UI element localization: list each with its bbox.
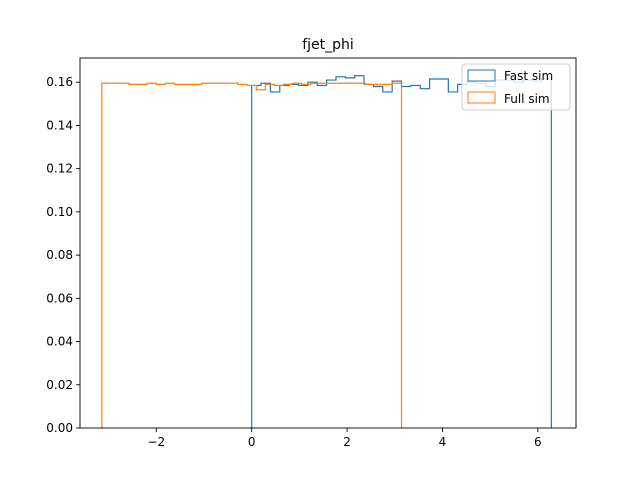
axes-layer: −2 0 2 4 6 0.00 0.02 0.04 0.06 0.08 0.10 0.12 0.14 0.… bbox=[46, 57, 577, 449]
legend-label-full-sim: Full sim bbox=[504, 92, 550, 106]
series-line-full-sim bbox=[101, 82, 403, 428]
y-tick-label: 0.02 bbox=[46, 378, 73, 392]
y-tick-label: 0.10 bbox=[46, 205, 73, 219]
y-tick-label: 0.08 bbox=[46, 248, 73, 262]
y-tick-label: 0.00 bbox=[46, 421, 73, 435]
legend-swatch-full-sim bbox=[467, 91, 496, 104]
y-tick-label: 0.12 bbox=[46, 162, 73, 176]
legend-label-fast-sim: Fast sim bbox=[504, 69, 553, 83]
legend: Fast sim Full sim bbox=[461, 63, 571, 111]
y-tick-label: 0.04 bbox=[46, 335, 73, 349]
legend-swatch-fast-sim bbox=[467, 69, 496, 82]
x-tick-label: 6 bbox=[534, 435, 542, 449]
plot-frame bbox=[79, 57, 577, 429]
x-tick-label: 2 bbox=[343, 435, 351, 449]
x-tick-label: 0 bbox=[248, 435, 256, 449]
chart-title: fjet_phi bbox=[302, 37, 354, 53]
y-tick-label: 0.16 bbox=[46, 75, 73, 89]
x-tick-label: −2 bbox=[147, 435, 165, 449]
y-tick-label: 0.06 bbox=[46, 291, 73, 305]
legend-frame bbox=[461, 63, 571, 111]
y-tick-label: 0.14 bbox=[46, 118, 73, 132]
x-tick-label: 4 bbox=[439, 435, 447, 449]
